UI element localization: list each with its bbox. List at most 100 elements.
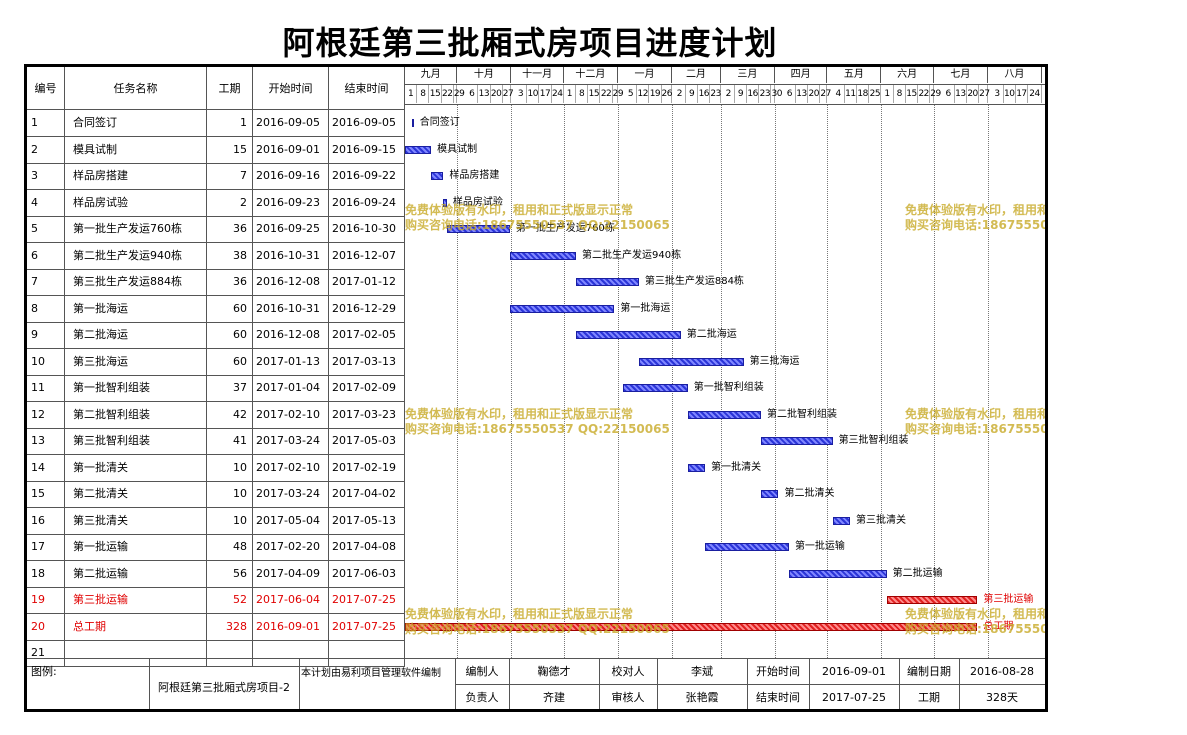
table-row[interactable]: 19 第三批运输 52 2017-06-04 2017-07-25 (27, 587, 405, 614)
task-id: 5 (31, 222, 38, 235)
gantt-bar-label: 第一批清关 (711, 461, 762, 473)
task-end: 2016-09-22 (332, 169, 396, 182)
task-start: 2016-09-01 (256, 142, 320, 156)
task-name: 第二批运输 (73, 566, 128, 580)
gantt-bar-label: 第三批生产发运884栋 (644, 276, 744, 287)
task-start: 2017-01-04 (256, 381, 320, 394)
task-end: 2017-05-03 (332, 434, 396, 447)
task-duration: 42 (233, 407, 247, 421)
table-row[interactable]: 11 第一批智利组装 37 2017-01-04 2017-02-09 (27, 375, 405, 402)
task-id: 8 (31, 301, 38, 315)
table-row[interactable]: 14 第一批清关 10 2017-02-10 2017-02-19 (27, 454, 405, 482)
prepared-by-value: 鞠德才 (537, 665, 571, 678)
task-start: 2017-06-04 (256, 593, 320, 606)
day-tick: 16 (698, 85, 711, 103)
gantt-bar[interactable] (705, 543, 789, 551)
day-tick: 8 (417, 85, 430, 103)
table-row[interactable]: 5 第一批生产发运760栋 36 2016-09-25 2016-10-30 (27, 216, 405, 243)
table-row[interactable]: 15 第二批清关 10 2017-03-24 2017-04-02 (27, 481, 405, 508)
task-name: 总工期 (73, 619, 106, 633)
table-row[interactable]: 4 样品房试验 2 2016-09-23 2016-09-24 (27, 189, 405, 217)
task-start: 2016-10-31 (256, 301, 320, 315)
table-row[interactable]: 12 第二批智利组装 42 2017-02-10 2017-03-23 (27, 401, 405, 429)
table-row[interactable]: 1 合同签订 1 2016-09-05 2016-09-05 (27, 110, 405, 137)
task-name: 第三批清关 (73, 513, 128, 527)
gantt-bar-label: 第三批清关 (856, 514, 907, 526)
task-duration: 10 (233, 513, 247, 527)
end-time-label: 结束时间 (756, 691, 800, 704)
task-name: 第三批生产发运884栋 (73, 275, 182, 288)
task-end: 2017-05-13 (332, 513, 396, 527)
gantt-bar[interactable] (788, 569, 887, 578)
gantt-bar[interactable] (431, 172, 444, 180)
table-row[interactable]: 10 第三批海运 60 2017-01-13 2017-03-13 (27, 348, 405, 376)
day-tick: 15 (588, 85, 601, 103)
gantt-bar[interactable] (687, 410, 762, 419)
checked-by-label: 校对人 (611, 665, 645, 678)
task-duration: 56 (233, 566, 247, 580)
task-start: 2016-10-31 (256, 248, 320, 262)
gantt-bar[interactable] (761, 437, 833, 445)
task-duration: 48 (233, 540, 247, 553)
gantt-bar[interactable] (509, 304, 615, 313)
task-duration: 10 (233, 487, 247, 500)
gantt-bar[interactable] (886, 596, 978, 604)
table-row[interactable]: 16 第三批清关 10 2017-05-04 2017-05-13 (27, 507, 405, 535)
gantt-bar[interactable] (443, 198, 447, 207)
gantt-bar[interactable] (638, 357, 744, 366)
table-row[interactable]: 2 模具试制 15 2016-09-01 2016-09-15 (27, 136, 405, 164)
task-end: 2016-12-29 (332, 301, 396, 315)
table-row[interactable]: 7 第三批生产发运884栋 36 2016-12-08 2017-01-12 (27, 269, 405, 296)
gantt-bar[interactable] (576, 331, 681, 339)
task-end: 2017-03-23 (332, 407, 396, 421)
gantt-bar[interactable] (576, 278, 639, 286)
day-tick: 17 (1016, 85, 1029, 103)
task-end: 2016-09-05 (332, 116, 396, 129)
gantt-bar[interactable] (761, 490, 779, 498)
table-row[interactable]: 20 总工期 328 2016-09-01 2017-07-25 (27, 613, 405, 641)
gantt-bar-label: 第三批海运 (749, 355, 800, 367)
gantt-bar-label: 第二批智利组装 (767, 408, 838, 420)
gantt-bar[interactable] (623, 384, 688, 392)
gantt-bar[interactable] (411, 119, 414, 127)
day-tick: 26 (662, 85, 673, 103)
day-tick: 30 (771, 85, 783, 103)
table-row[interactable]: 18 第二批运输 56 2017-04-09 2017-06-03 (27, 560, 405, 588)
task-end: 2017-02-05 (332, 328, 396, 341)
table-row[interactable]: 8 第一批海运 60 2016-10-31 2016-12-29 (27, 295, 405, 323)
table-row[interactable]: 13 第三批智利组装 41 2017-03-24 2017-05-03 (27, 428, 405, 455)
gantt-bar[interactable] (446, 225, 510, 233)
day-tick: 18 (857, 85, 870, 103)
task-id: 15 (31, 487, 45, 500)
task-duration: 36 (233, 222, 247, 235)
task-end: 2017-04-02 (332, 487, 396, 500)
day-tick: 20 (491, 85, 503, 103)
task-name: 第一批运输 (73, 540, 128, 553)
task-start: 2017-02-10 (256, 460, 320, 474)
legend-label: 图例: (31, 665, 57, 678)
table-row[interactable]: 6 第二批生产发运940栋 38 2016-10-31 2016-12-07 (27, 242, 405, 270)
task-id: 9 (31, 328, 38, 341)
task-name: 第一批智利组装 (73, 381, 150, 394)
task-end: 2017-02-09 (332, 381, 396, 394)
task-start: 2017-01-13 (256, 354, 320, 368)
day-tick: 6 (784, 85, 796, 103)
table-row[interactable]: 3 样品房搭建 7 2016-09-16 2016-09-22 (27, 163, 405, 190)
gantt-bar[interactable] (509, 251, 577, 260)
start-time-label: 开始时间 (756, 665, 800, 678)
table-row[interactable]: 21 (27, 640, 405, 667)
prepared-by-label: 编制人 (465, 665, 499, 678)
gantt-bar[interactable] (405, 145, 432, 154)
task-end: 2016-09-24 (332, 195, 396, 209)
task-name: 样品房搭建 (73, 169, 128, 182)
day-tick: 9 (686, 85, 699, 103)
task-start: 2016-12-08 (256, 328, 320, 341)
table-row[interactable]: 17 第一批运输 48 2017-02-20 2017-04-08 (27, 534, 405, 561)
task-start: 2016-12-08 (256, 275, 320, 288)
gantt-bar-label: 第一批智利组装 (693, 382, 764, 393)
gantt-bar[interactable] (832, 516, 850, 525)
gantt-bar[interactable] (687, 463, 706, 472)
gantt-bar[interactable] (405, 622, 978, 631)
table-row[interactable]: 9 第二批海运 60 2016-12-08 2017-02-05 (27, 322, 405, 349)
